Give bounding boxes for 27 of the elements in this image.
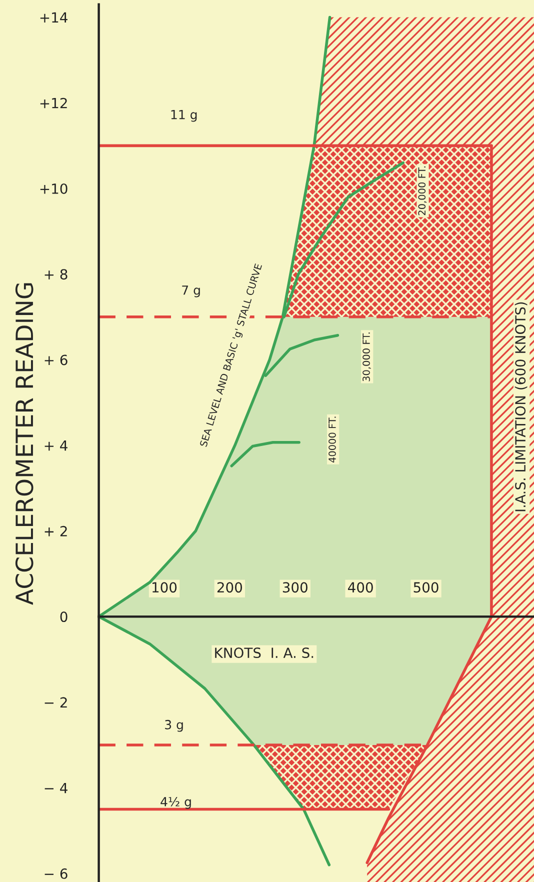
y-tick-label: − 4 [44, 782, 68, 794]
x-tick-label: 200 [217, 582, 242, 593]
x-tick-label: 300 [282, 582, 308, 593]
y-tick-label: + 4 [44, 440, 68, 451]
annotation: 40000 FT. [328, 416, 336, 463]
y-tick-label: + 6 [44, 354, 68, 366]
x-tick-label: 500 [414, 582, 438, 593]
y-tick-label: − 6 [44, 868, 68, 879]
annotation: I.A.S. LIMITATION (600 KNOTS) [514, 302, 528, 512]
annotation: 30,000 FT. [362, 332, 371, 382]
y-tick-label: 0 [60, 612, 68, 622]
y-tick-label: +12 [40, 98, 67, 108]
annotation: 20,000 FT. [418, 166, 427, 216]
annotation: 4½ g [160, 796, 191, 809]
y-tick-label: − 2 [44, 697, 67, 708]
annotation: 7 g [182, 286, 200, 298]
annotation: SEA LEVEL AND BASIC 'g' STALL CURVE [200, 263, 264, 448]
y-axis-title: ACCELEROMETER READING [15, 283, 34, 605]
annotation: 11 g [171, 110, 197, 122]
annotation: 3 g [165, 720, 183, 732]
x-tick-label: 100 [152, 582, 177, 593]
y-tick-label: + 8 [44, 269, 68, 280]
y-tick-label: +10 [40, 183, 68, 194]
x-axis-title: KNOTS I. A. S. [215, 648, 314, 658]
y-tick-label: + 2 [44, 526, 67, 536]
x-tick-label: 400 [348, 582, 373, 593]
y-tick-label: +14 [40, 12, 68, 23]
